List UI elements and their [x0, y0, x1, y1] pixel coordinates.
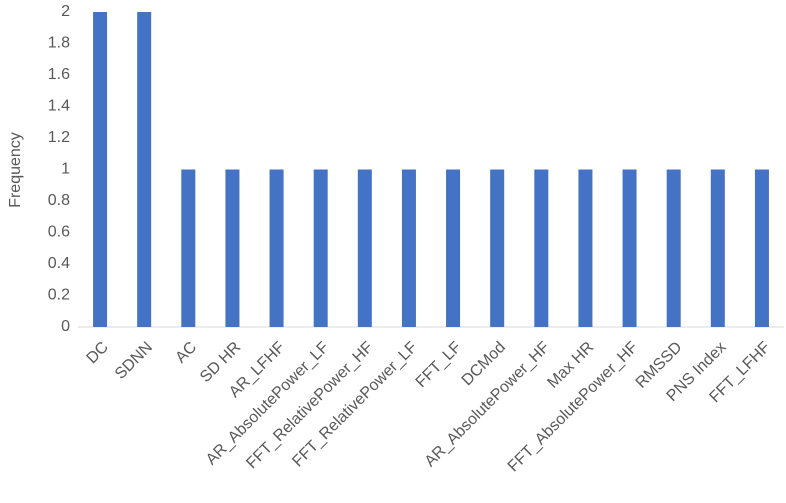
- x-tick-label: SDNN: [112, 339, 156, 383]
- x-tick-label: FFT_LF: [413, 339, 465, 391]
- y-tick-label: 1.8: [48, 35, 70, 52]
- y-tick-label: 2: [61, 3, 70, 20]
- bar: [181, 169, 196, 327]
- bar: [622, 169, 637, 327]
- bar: [401, 169, 416, 327]
- y-tick-label: 1: [61, 161, 70, 178]
- bar: [137, 12, 152, 327]
- bar: [754, 169, 769, 327]
- bar: [490, 169, 505, 327]
- y-tick-label: 1.6: [48, 66, 70, 83]
- bar: [357, 169, 372, 327]
- bar: [578, 169, 593, 327]
- bar: [710, 169, 725, 327]
- x-tick-label: DC: [84, 339, 112, 367]
- y-tick-label: 1.2: [48, 129, 70, 146]
- y-axis-label: Frequency: [7, 132, 24, 208]
- y-tick-label: 0.2: [48, 287, 70, 304]
- x-tick-label: AC: [172, 339, 200, 367]
- bar: [269, 169, 284, 327]
- bar: [313, 169, 328, 327]
- y-tick-label: 0.8: [48, 192, 70, 209]
- y-tick-label: 0.6: [48, 224, 70, 241]
- bar: [666, 169, 681, 327]
- y-tick-label: 1.4: [48, 98, 70, 115]
- bar: [93, 12, 108, 327]
- bar: [446, 169, 461, 327]
- bar: [225, 169, 240, 327]
- y-tick-label: 0.4: [48, 255, 70, 272]
- y-tick-label: 0: [61, 318, 70, 335]
- bar: [534, 169, 549, 327]
